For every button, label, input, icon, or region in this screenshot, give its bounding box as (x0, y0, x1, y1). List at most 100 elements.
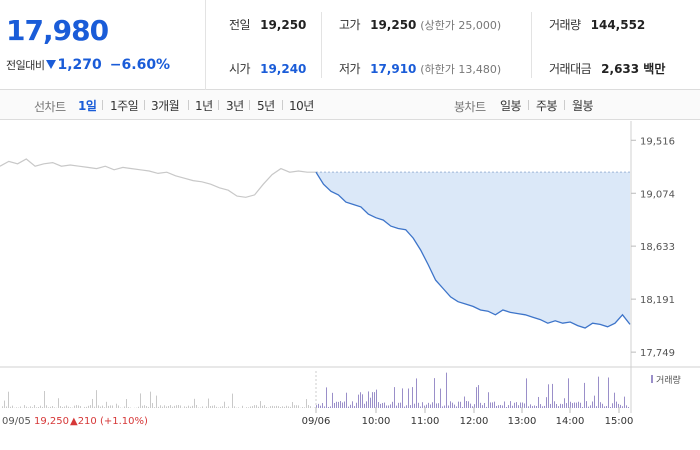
volume-bar (326, 387, 327, 408)
volume-bar (308, 405, 309, 408)
tab-10year[interactable]: 10년 (289, 99, 314, 113)
volume-bar (180, 405, 181, 408)
stat-label: 거래량 (549, 18, 581, 32)
volume-bar (316, 405, 317, 408)
tab-weekly-candle[interactable]: 주봉 (536, 99, 558, 113)
volume-bar (84, 406, 85, 408)
volume-bar (226, 407, 227, 408)
volume-bar (74, 405, 75, 408)
volume-bar (152, 403, 153, 408)
volume-bar (600, 402, 601, 408)
volume-bar (530, 404, 531, 408)
volume-bar (578, 401, 579, 408)
volume-bar (350, 404, 351, 408)
volume-bar (524, 403, 525, 408)
volume-bar (586, 401, 587, 408)
volume-bar (218, 407, 219, 408)
lower-limit: (하한가 13,480) (420, 63, 502, 76)
volume-bar (572, 403, 573, 408)
volume-bar (246, 407, 247, 408)
volume-bar (322, 403, 323, 408)
volume-bar (324, 406, 325, 408)
volume-bar (278, 406, 279, 408)
volume-bar (160, 405, 161, 408)
tab-3month[interactable]: 3개월 (151, 99, 180, 113)
volume-bar (468, 401, 469, 408)
volume-bar (532, 406, 533, 408)
volume-bar (400, 402, 401, 408)
current-price: 17,980 (6, 14, 109, 47)
x-tick-label: 10:00 (362, 416, 391, 427)
volume-bar (626, 405, 627, 408)
stat-volume: 거래량 144,552 (549, 16, 645, 33)
tab-3year[interactable]: 3년 (226, 99, 244, 113)
volume-bar (118, 405, 119, 408)
tab-5year[interactable]: 5년 (257, 99, 275, 113)
volume-bar (540, 404, 541, 408)
volume-bar (374, 392, 375, 408)
volume-bar (342, 402, 343, 408)
volume-bar (556, 403, 557, 408)
volume-bar (32, 407, 33, 408)
volume-bar (520, 402, 521, 408)
volume-bar (286, 405, 287, 408)
y-tick-label: 19,074 (640, 189, 675, 200)
volume-bar (12, 405, 13, 408)
volume-bar (212, 405, 213, 408)
volume-bar (354, 406, 355, 408)
volume-bar (162, 406, 163, 408)
volume-bar (68, 406, 69, 408)
volume-bar (172, 406, 173, 408)
volume-bar (620, 404, 621, 408)
volume-bar (522, 402, 523, 408)
volume-bar (138, 406, 139, 408)
candle-chart-label: 봉차트 (454, 100, 486, 114)
volume-bar (220, 406, 221, 408)
change-value: 1,270 (57, 57, 102, 73)
volume-bar (186, 406, 187, 408)
divider (531, 12, 532, 78)
volume-bar (34, 405, 35, 408)
volume-bar (224, 401, 225, 408)
volume-bar (412, 387, 413, 408)
volume-bar (306, 399, 307, 408)
volume-bar (426, 404, 427, 408)
volume-bar (500, 404, 501, 408)
prev-day-change-label: ▲210 (+1.10%) (70, 416, 148, 427)
volume-bar (248, 407, 249, 408)
tab-1day[interactable]: 1일 (78, 99, 97, 113)
volume-bar (576, 402, 577, 408)
volume-bar (158, 406, 159, 408)
volume-bar (616, 401, 617, 408)
volume-bar (346, 392, 347, 408)
volume-bar (76, 405, 77, 408)
volume-bar (166, 406, 167, 408)
stat-value: 17,910 (370, 62, 417, 76)
volume-bar (2, 406, 3, 408)
tab-divider (144, 100, 145, 110)
volume-bar (256, 405, 257, 408)
tab-1week[interactable]: 1주일 (110, 99, 139, 113)
tab-daily-candle[interactable]: 일봉 (500, 99, 522, 113)
volume-bar (318, 403, 319, 408)
volume-bar (422, 402, 423, 408)
stat-value: 19,250 (260, 18, 307, 32)
tab-divider (249, 100, 250, 110)
tab-1year[interactable]: 1년 (195, 99, 213, 113)
volume-bar (504, 401, 505, 408)
tab-divider (188, 100, 189, 110)
volume-bar (202, 406, 203, 408)
volume-bar (70, 407, 71, 408)
volume-bar (484, 403, 485, 408)
volume-bar (252, 406, 253, 408)
volume-bar (490, 402, 491, 408)
volume-bar (280, 406, 281, 408)
volume-bar (8, 391, 9, 408)
volume-bar (512, 405, 513, 408)
volume-bar (432, 402, 433, 408)
volume-bar (602, 403, 603, 408)
volume-bar (480, 402, 481, 408)
tab-monthly-candle[interactable]: 월봉 (572, 99, 594, 113)
volume-bar (538, 396, 539, 408)
volume-bar (168, 405, 169, 408)
